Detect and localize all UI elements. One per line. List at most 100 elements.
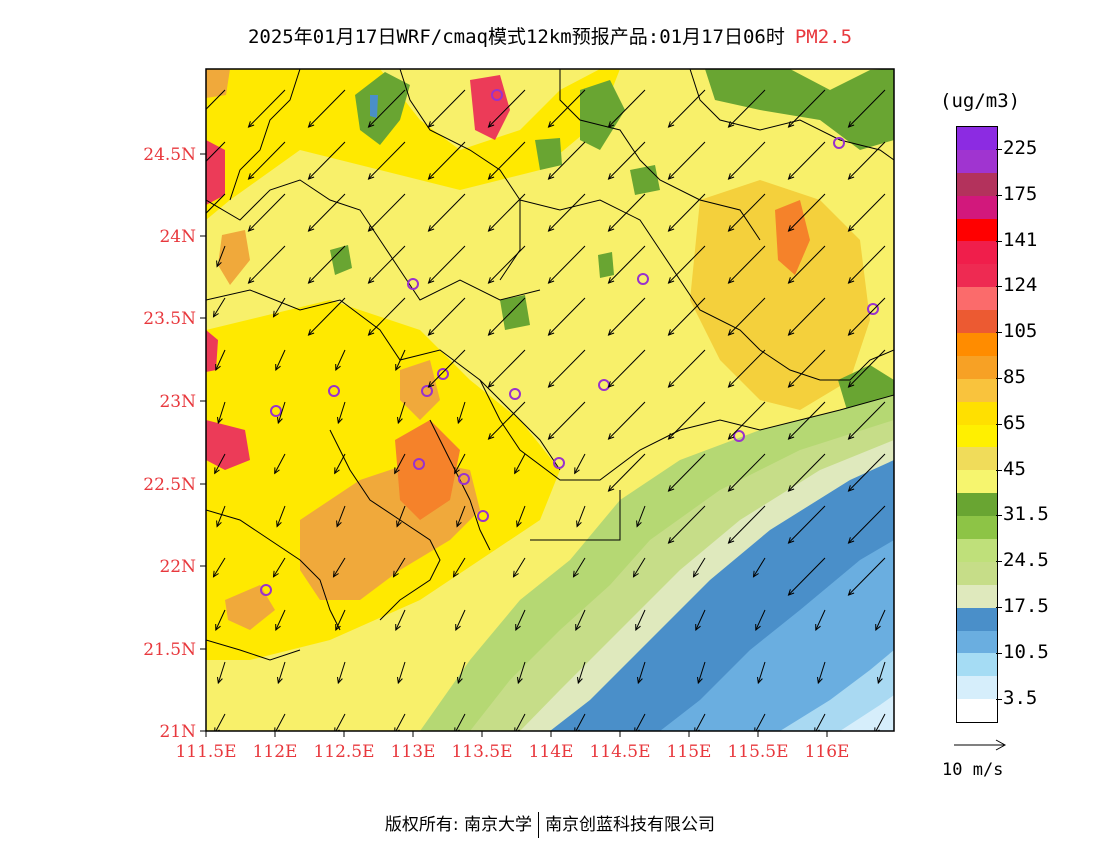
wind-arrowhead (667, 225, 675, 232)
wind-arrowhead (307, 225, 315, 232)
wind-arrow (368, 297, 406, 336)
wind-arrow (728, 349, 766, 388)
wind-arrow (368, 89, 406, 128)
wind-arrowhead (487, 433, 495, 440)
color-bar-tick (996, 240, 1002, 242)
wind-arrow (608, 141, 646, 180)
color-bar-bin (956, 584, 998, 608)
wind-arrowhead (487, 225, 495, 232)
wind-arrowhead (334, 467, 340, 475)
wind-arrowhead (307, 121, 315, 128)
wind-arrowhead (367, 173, 375, 180)
wind-arrow (428, 141, 466, 180)
wind-arrowhead (847, 329, 855, 336)
wind-arrowhead (457, 676, 463, 685)
lat-label-23: 23N (159, 392, 196, 412)
wind-arrow (848, 557, 886, 596)
wind-arrow (215, 349, 226, 371)
wind-arrowhead (427, 225, 435, 232)
color-bar-tick (996, 469, 1002, 471)
wind-arrow (848, 505, 886, 544)
wind-arrowhead (727, 433, 735, 440)
wind-arrowhead (667, 277, 675, 284)
wind-arrowhead (337, 676, 343, 685)
wind-arrow (693, 557, 706, 578)
wind-arrow (848, 453, 886, 492)
wind-arrow (488, 141, 526, 180)
color-bar-tick (996, 377, 1002, 379)
wind-arrow (637, 661, 646, 684)
wind-arrow (428, 245, 466, 284)
wind-arrow (697, 661, 706, 684)
wind-arrow (548, 141, 586, 180)
wind-arrow (728, 401, 766, 440)
wind-arrowhead (727, 121, 735, 128)
wind-arrow (788, 89, 826, 128)
wind-arrow (576, 505, 586, 527)
wind-arrow (248, 141, 286, 180)
wind-arrow (488, 245, 526, 284)
wind-arrowhead (727, 329, 735, 336)
wind-arrowhead (874, 727, 880, 731)
wind-arrow (695, 609, 706, 631)
lon-label-115-5: 115.5E (727, 742, 788, 762)
wind-arrow (815, 609, 826, 631)
wind-arrowhead (457, 416, 463, 425)
wind-reference-arrow-icon (954, 739, 1007, 751)
wind-arrowhead (214, 727, 220, 731)
lat-label-21: 21N (159, 722, 196, 742)
wind-arrowhead (577, 676, 583, 685)
lon-label-114: 114E (529, 742, 574, 762)
wind-arrowhead (392, 570, 399, 578)
wind-arrowhead (574, 727, 580, 731)
station-marker (491, 89, 503, 101)
wind-arrow (308, 89, 346, 128)
wind-arrowhead (307, 277, 315, 284)
wind-arrow (335, 349, 346, 371)
wind-arrowhead (787, 329, 795, 336)
station-marker (553, 457, 565, 469)
wind-arrowhead (454, 727, 460, 731)
wind-arrow (848, 401, 886, 440)
color-bar-bin (956, 561, 998, 585)
station-marker (328, 385, 340, 397)
wind-arrowhead (274, 727, 280, 731)
wind-arrow (215, 609, 226, 631)
color-bar-label: 175 (1003, 182, 1038, 205)
wind-arrow (728, 453, 766, 492)
lat-label-24: 24N (159, 227, 196, 247)
wind-arrow (548, 245, 586, 284)
wind-arrow (275, 349, 286, 371)
wind-arrowhead (217, 676, 223, 685)
wind-arrow (428, 349, 466, 388)
wind-arrow (815, 713, 826, 731)
wind-arrow (454, 453, 466, 474)
wind-arrow (635, 713, 646, 731)
color-bar-tick (996, 286, 1002, 288)
wind-arrowhead (547, 381, 555, 388)
color-bar-bin (956, 149, 998, 173)
station-marker (867, 303, 879, 315)
wind-arrowhead (847, 381, 855, 388)
color-bar-bin (956, 516, 998, 540)
wind-arrow (213, 297, 226, 318)
wind-arrowhead (636, 520, 642, 528)
wind-arrowhead (216, 520, 222, 528)
wind-arrow (668, 89, 706, 128)
wind-arrowhead (455, 623, 461, 632)
wind-arrowhead (727, 277, 735, 284)
low-zone-c4 (630, 165, 660, 195)
wind-arrowhead (547, 225, 555, 232)
wind-arrow (397, 401, 406, 424)
wind-arrowhead (247, 121, 255, 128)
wind-arrow (395, 349, 406, 371)
lon-label-112-5: 112.5E (313, 742, 374, 762)
pollutant-label: PM2.5 (794, 26, 853, 48)
wind-arrow (788, 297, 826, 336)
title-text: 2025年01月17日WRF/cmaq模式12km预报产品:01月17日06时 (247, 26, 785, 48)
wind-arrow (336, 505, 346, 527)
axis-ticks (200, 153, 828, 737)
wind-arrowhead (607, 277, 615, 284)
wind-reference-label: 10 m/s (942, 760, 1004, 780)
footer-divider (538, 812, 540, 838)
